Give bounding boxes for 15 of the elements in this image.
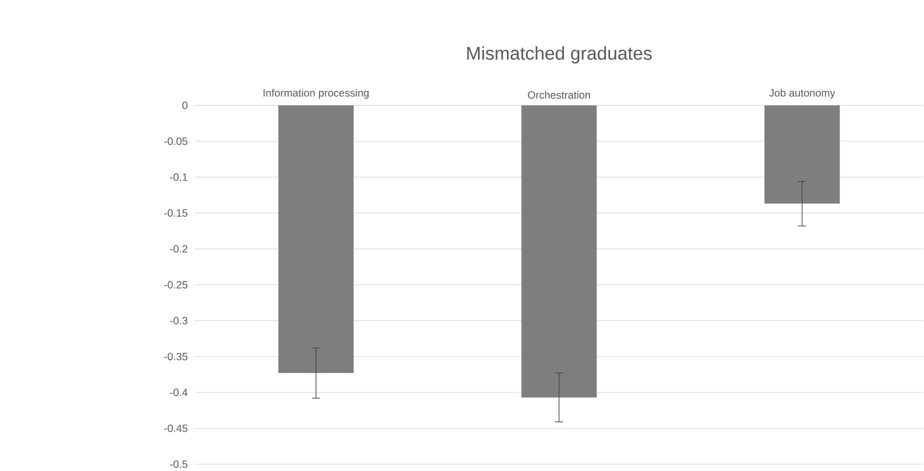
y-tick-label: -0.1 (170, 173, 188, 181)
x-tick-label: Orchestration (528, 91, 590, 99)
y-tick-label: -0.4 (170, 388, 188, 396)
x-tick-label: Job autonomy (769, 88, 836, 99)
y-tick-label: -0.35 (164, 352, 188, 360)
y-tick-label: -0.2 (170, 245, 188, 253)
y-tick-label: -0.15 (164, 209, 188, 217)
y-tick-label: -0.3 (170, 316, 188, 324)
y-tick-label: -0.05 (164, 138, 188, 146)
y-tick-label: -0.5 (170, 460, 188, 468)
y-tick-label: -0.25 (164, 281, 188, 289)
chart-title: Mismatched graduates (467, 46, 652, 64)
x-tick-label: Information processing (264, 88, 369, 99)
y-tick-label: 0 (182, 102, 188, 110)
y-tick-label: -0.45 (164, 424, 188, 432)
